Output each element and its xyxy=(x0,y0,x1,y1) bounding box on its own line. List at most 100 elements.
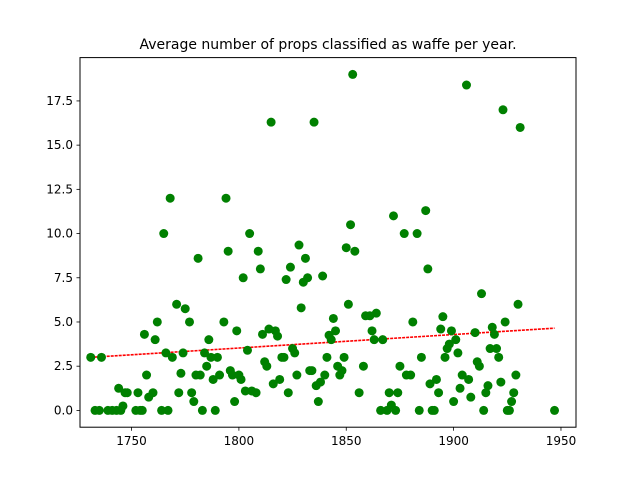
data-point xyxy=(358,361,368,371)
data-point xyxy=(326,335,336,345)
data-point xyxy=(369,335,379,345)
data-point xyxy=(210,405,220,415)
data-point xyxy=(343,299,353,309)
data-point xyxy=(208,374,218,384)
data-point xyxy=(122,388,132,398)
data-point xyxy=(176,368,186,378)
data-point xyxy=(457,370,467,380)
data-point xyxy=(204,335,214,345)
data-point xyxy=(348,69,358,79)
data-point xyxy=(500,317,510,327)
data-point xyxy=(485,344,495,354)
data-point xyxy=(461,80,471,90)
data-point xyxy=(268,379,278,389)
data-point xyxy=(408,317,418,327)
data-point xyxy=(384,388,394,398)
data-point xyxy=(431,374,441,384)
data-point xyxy=(238,273,248,283)
data-point xyxy=(487,322,497,332)
data-point xyxy=(251,388,261,398)
data-point xyxy=(498,105,508,115)
data-point xyxy=(507,397,517,407)
data-point xyxy=(371,308,381,318)
data-point xyxy=(346,220,356,230)
data-point xyxy=(393,388,403,398)
data-point xyxy=(200,348,210,358)
data-point xyxy=(504,405,514,415)
data-point xyxy=(174,388,184,398)
y-axis: 0.0 2.5 5.0 7.5 10.0 12.5 15.0 17.5 xyxy=(46,94,80,417)
data-point xyxy=(242,345,252,355)
data-point xyxy=(496,377,506,387)
data-point xyxy=(165,193,175,203)
data-point xyxy=(341,243,351,253)
data-point xyxy=(137,405,147,415)
data-point xyxy=(425,379,435,389)
data-point xyxy=(290,348,300,358)
data-point xyxy=(167,352,177,362)
data-point xyxy=(337,366,347,376)
data-point xyxy=(414,405,424,415)
data-point xyxy=(96,352,106,362)
x-tick-label: 1900 xyxy=(438,434,469,448)
data-point xyxy=(489,329,499,339)
data-points-layer xyxy=(86,69,560,415)
y-tick-label: 12.5 xyxy=(46,182,73,196)
data-point xyxy=(449,397,459,407)
data-point xyxy=(350,246,360,256)
data-point xyxy=(515,122,525,132)
data-point xyxy=(367,326,377,336)
data-point xyxy=(470,328,480,338)
data-point xyxy=(294,240,304,250)
data-point xyxy=(219,317,229,327)
data-point xyxy=(212,352,222,362)
data-point xyxy=(331,326,341,336)
data-point xyxy=(322,352,332,362)
data-point xyxy=(391,405,401,415)
data-point xyxy=(232,326,242,336)
data-point xyxy=(339,352,349,362)
plot-area xyxy=(79,57,577,428)
data-point xyxy=(133,388,143,398)
data-point xyxy=(245,229,255,239)
data-point xyxy=(477,289,487,299)
data-point xyxy=(416,352,426,362)
data-point xyxy=(152,317,162,327)
data-point xyxy=(275,374,285,384)
data-point xyxy=(429,405,439,415)
data-point xyxy=(434,388,444,398)
data-point xyxy=(303,273,313,283)
y-tick-label: 5.0 xyxy=(54,315,73,329)
data-point xyxy=(240,386,250,396)
y-tick-label: 10.0 xyxy=(46,227,73,241)
data-point xyxy=(114,383,124,393)
data-point xyxy=(157,405,167,415)
data-point xyxy=(172,299,182,309)
data-point xyxy=(142,370,152,380)
trend-line xyxy=(90,327,555,359)
data-point xyxy=(509,388,519,398)
data-point xyxy=(399,229,409,239)
data-point xyxy=(215,370,225,380)
data-point xyxy=(307,366,317,376)
x-axis: 1750 1800 1850 1900 1950 xyxy=(116,427,576,448)
data-point xyxy=(279,352,289,362)
data-point xyxy=(193,253,203,263)
data-point xyxy=(230,397,240,407)
data-point xyxy=(159,229,169,239)
data-point xyxy=(296,303,306,313)
data-point xyxy=(206,352,216,362)
data-point xyxy=(318,271,328,281)
data-point xyxy=(253,246,263,256)
data-point xyxy=(444,339,454,349)
data-point xyxy=(466,392,476,402)
y-tick-label: 2.5 xyxy=(54,359,73,373)
data-point xyxy=(258,329,268,339)
data-point xyxy=(376,405,386,415)
data-point xyxy=(223,246,233,256)
data-point xyxy=(423,264,433,274)
data-point xyxy=(395,361,405,371)
data-point xyxy=(266,117,276,127)
data-point xyxy=(185,317,195,327)
data-point xyxy=(388,211,398,221)
